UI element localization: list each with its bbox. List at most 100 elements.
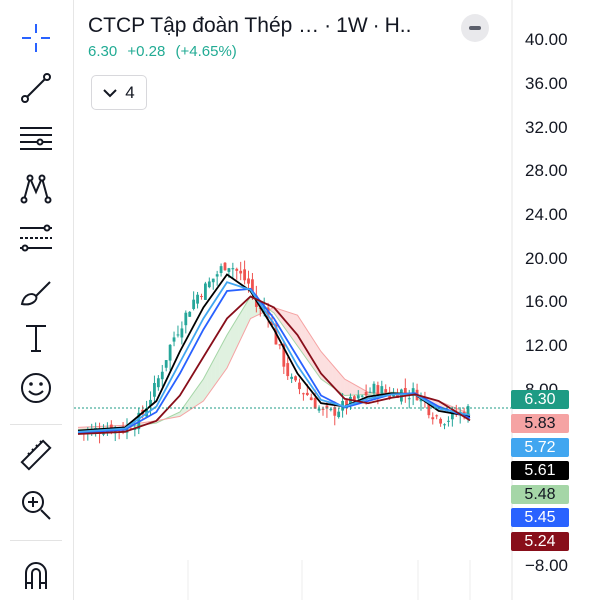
fib-retracement-icon[interactable] [13,218,59,258]
candle-body [231,268,235,270]
candle-body [270,320,274,326]
cloud-segment [211,357,216,390]
text-icon[interactable] [13,318,59,358]
candle-body [156,378,160,388]
candle-body [384,389,388,393]
cloud-segment [336,369,341,393]
collapse-legend-button[interactable] [461,14,489,42]
candle-body [431,417,435,420]
cloud-segment [297,315,302,352]
price-axis-tick: 28.00 [525,161,568,180]
price-label: 5.72 [511,438,569,457]
price-label: 5.61 [511,461,569,480]
candle-body [302,393,305,395]
candle-body [223,262,227,271]
candle-body [466,406,470,416]
minus-icon [469,26,481,30]
candle-body [207,281,211,288]
candles [78,260,470,444]
candle-body [427,403,431,416]
pattern-icon[interactable] [13,168,59,208]
moving-average-line [77,281,471,433]
moving-average-line [77,295,471,435]
interval-label[interactable]: 1W [336,14,368,37]
price-label: 5.48 [511,485,569,504]
cloud-segment [234,315,239,352]
chevron-down-icon [103,88,117,97]
cloud-segment [226,328,231,368]
cloud-segment [199,379,204,404]
candle-body [317,408,321,411]
cloud-segment [176,412,180,418]
candle-body [235,268,239,271]
cloud-segment [324,356,329,385]
brush-icon[interactable] [13,272,59,312]
zoom-in-icon[interactable] [13,485,59,525]
candle-body [219,266,223,273]
candle-body [309,397,313,401]
trend-line-icon[interactable] [13,68,59,108]
horizontal-lines-icon[interactable] [13,118,59,158]
candle-body [396,393,399,398]
cloud-segment [289,312,294,341]
cloud-segment [207,364,212,396]
indicators-count: 4 [125,82,135,102]
candle-body [192,299,196,309]
price-label: 6.30 [511,390,569,409]
candle-body [168,344,172,361]
indicators-toggle-button[interactable]: 4 [91,75,147,110]
candle-body [204,283,207,300]
candle-body [160,371,164,380]
candle-body [376,385,380,395]
candle-body [352,396,356,401]
cloud-segment [344,379,349,396]
candle-body [243,269,246,281]
candle-body [262,306,266,310]
cloud-segment [293,313,298,346]
toolbar-divider [10,540,62,541]
candle-body [184,312,188,326]
candle-body [333,407,337,416]
price-axis-tick: 24.00 [525,205,568,224]
price-label: 5.24 [511,532,569,551]
price-axis-tick: 16.00 [525,292,568,311]
candle-body [180,328,184,338]
candle-body [313,398,317,409]
ruler-icon[interactable] [13,435,59,475]
separator: · [372,14,380,37]
separator: · [324,14,332,37]
magnet-icon[interactable] [13,555,59,595]
cloud-segment [352,383,357,396]
moving-averages [77,273,471,435]
cloud-segment [230,322,235,360]
ichimoku-cloud [77,295,471,431]
cloud-segment [183,401,188,414]
symbol-name[interactable]: CTCP Tập đoàn Thép … [88,14,320,37]
price-axis-tick: 12.00 [525,336,568,355]
emoji-icon[interactable] [13,368,59,408]
price-axis-tick: 32.00 [525,118,568,137]
legend: CTCP Tập đoàn Thép … · 1W · H.. 6.30 +0.… [88,14,411,60]
crosshair-icon[interactable] [13,18,59,58]
cloud-segment [332,365,337,390]
candle-body [380,386,384,394]
candle-body [247,278,250,284]
price-label: 5.83 [511,414,569,433]
price-axis-tick: 36.00 [525,74,568,93]
candle-body [196,294,199,304]
candle-body [305,392,309,395]
price-change: +0.28 [127,43,166,60]
candle-body [337,411,341,418]
candle-body [129,428,133,430]
candle-body [298,382,301,390]
candle-body [153,382,156,397]
candle-body [282,344,286,367]
candle-body [450,410,454,420]
price-label: 5.45 [511,508,569,527]
cloud-segment [219,342,224,379]
candle-body [176,334,180,336]
cloud-segment [215,349,220,385]
candle-body [349,396,352,407]
cloud-segment [301,321,306,357]
